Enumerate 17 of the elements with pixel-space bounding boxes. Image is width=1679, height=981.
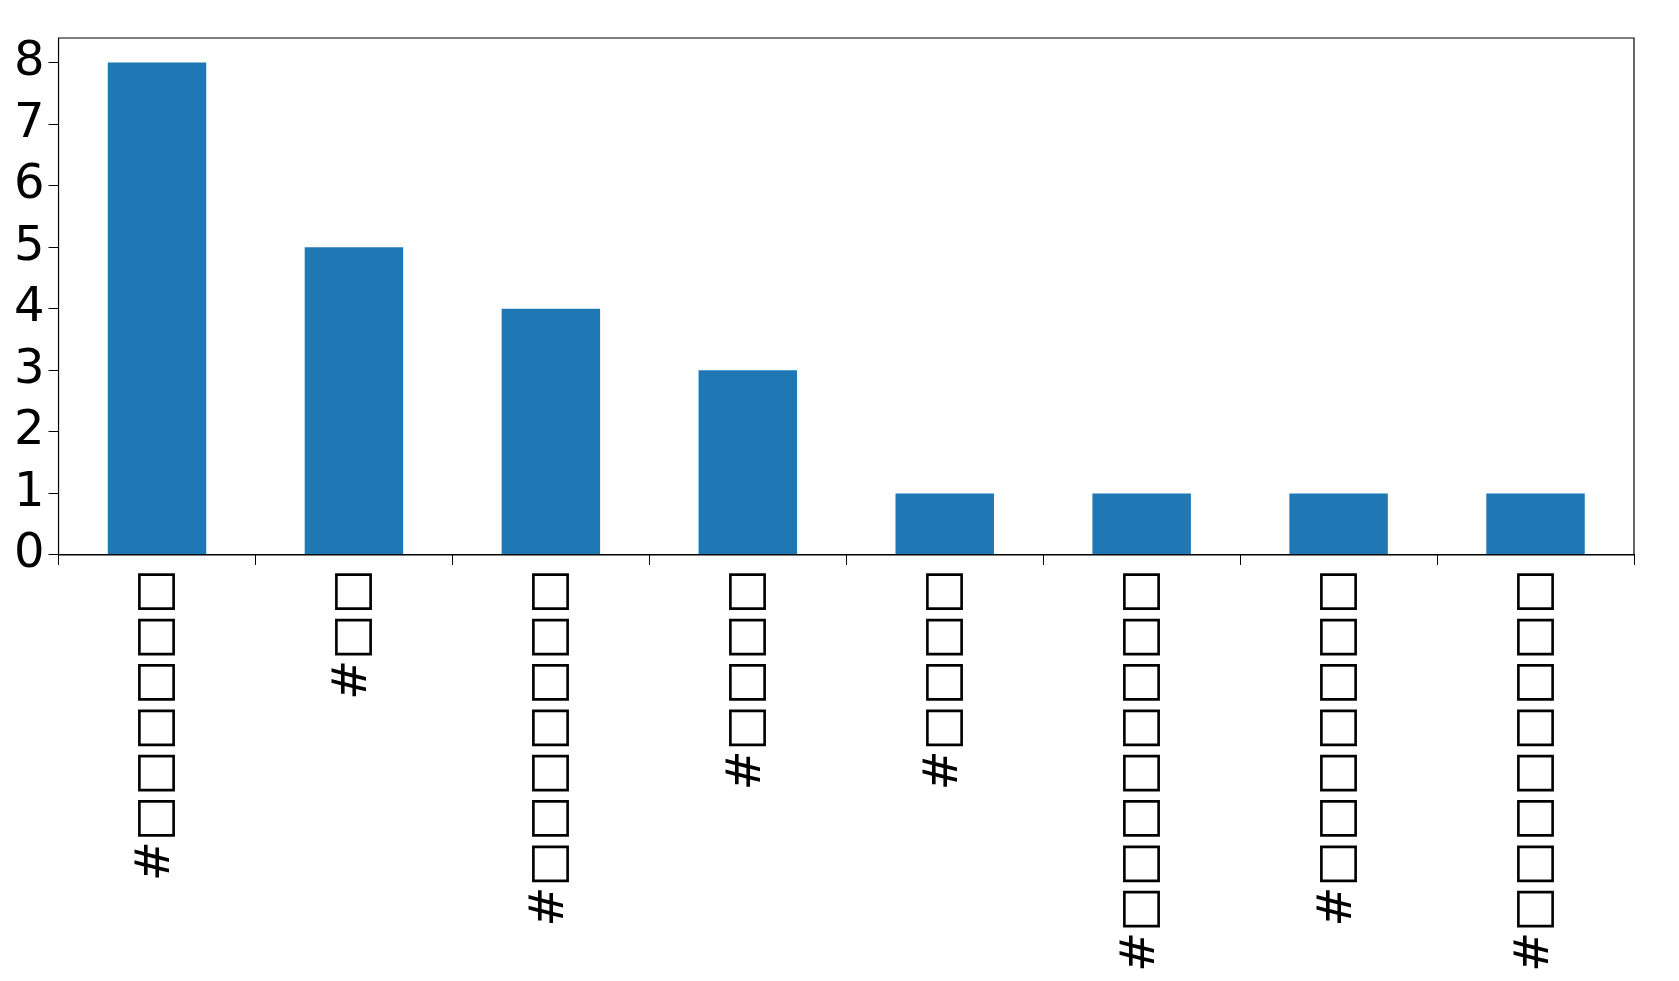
x-tick-label: #□□□□□□□ bbox=[1306, 568, 1363, 927]
y-tick-label: 0 bbox=[13, 522, 45, 579]
x-tick-label: #□□□□□□□□ bbox=[1109, 568, 1166, 972]
y-tick-label: 3 bbox=[13, 337, 45, 394]
y-tick-label: 5 bbox=[13, 214, 45, 271]
y-tick-label: 6 bbox=[13, 153, 45, 210]
y-tick-label: 7 bbox=[13, 91, 45, 148]
x-tick-label: #□□□□ bbox=[715, 568, 772, 791]
y-tick-label: 8 bbox=[13, 30, 45, 87]
y-tick-label: 4 bbox=[13, 276, 45, 333]
y-tick-label: 1 bbox=[13, 460, 45, 517]
x-tick-label: #□□□□ bbox=[912, 568, 969, 791]
x-tick-label: #□□ bbox=[321, 568, 378, 700]
x-tick-label: #□□□□□□□ bbox=[518, 568, 575, 927]
x-tick-label: #□□□□□□□□ bbox=[1503, 568, 1559, 972]
y-tick-label: 2 bbox=[13, 399, 45, 456]
x-tick-label: #□□□□□□ bbox=[124, 568, 181, 882]
